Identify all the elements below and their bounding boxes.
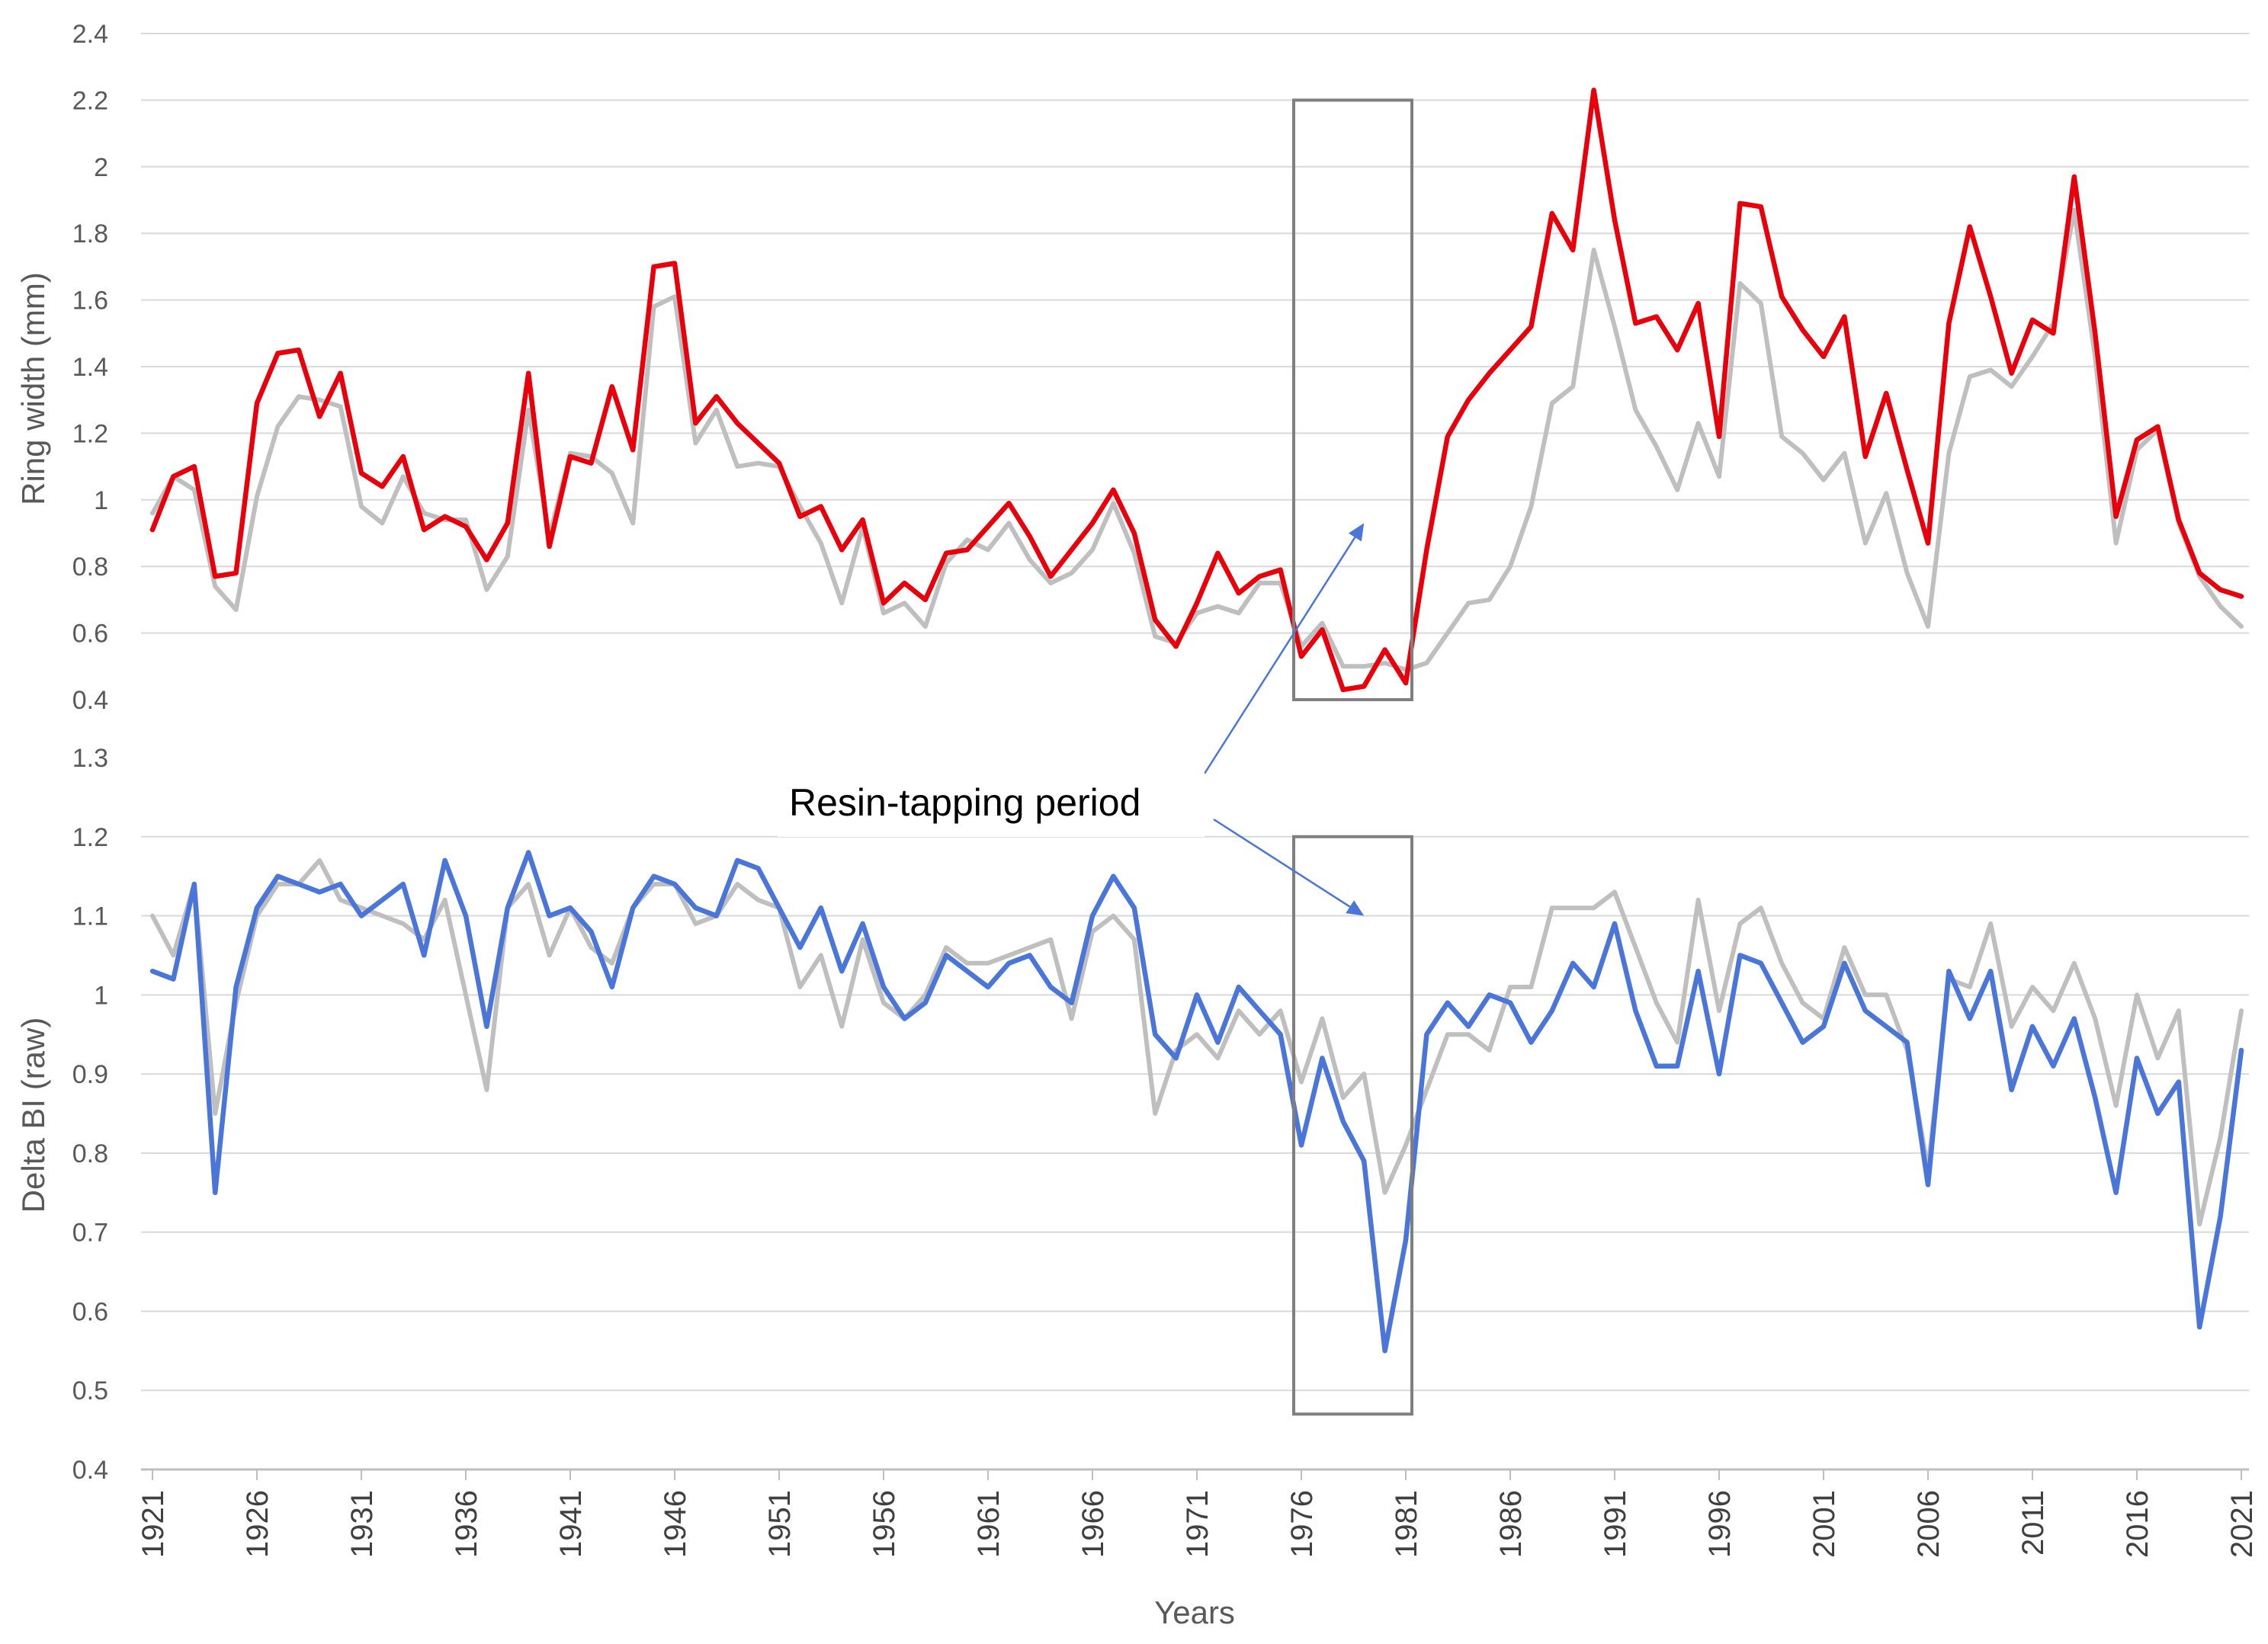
x-tick-label: 1921 [136,1490,170,1558]
ring-width-red-line [149,88,2244,693]
top-panel-gridlines [141,33,2249,634]
x-tick-label: 1991 [1599,1490,1632,1558]
x-tick-label: 1946 [659,1490,692,1558]
x-tick-label: 1951 [763,1490,797,1558]
top-panel-y-axis-title: Ring width (mm) [15,272,51,505]
resin-tapping-arrow-bottom [1213,818,1351,908]
resin-tapping-box-bottom [1292,835,1413,1416]
bottom-panel-y-axis-title: Delta BI (raw) [15,1017,51,1213]
x-tick-label: 2001 [1808,1490,1841,1558]
top-y-tick-label: 1.6 [72,287,108,316]
x-tick-label: 1931 [345,1490,379,1558]
bottom-y-tick-label: 1.1 [72,902,108,931]
top-y-tick-label: 0.4 [72,686,108,715]
resin-tapping-arrowhead-bottom [1346,900,1365,916]
x-tick-label: 1936 [450,1490,483,1558]
resin-tapping-arrow-top [1203,537,1356,774]
resin-tapping-arrowhead-top [1348,523,1365,542]
x-axis-title: Years [1154,1594,1235,1630]
top-y-tick-label: 0.6 [72,620,108,649]
bottom-y-tick-label: 1.2 [72,823,108,852]
series-layer [149,88,2244,1354]
x-tick-label: 1961 [972,1490,1006,1558]
x-tick-label: 1966 [1076,1490,1110,1558]
x-tick-label: 1976 [1285,1490,1319,1558]
top-y-tick-label: 0.8 [72,553,108,582]
annotation-label: Resin-tapping period [789,781,1140,824]
x-tick-label: 2016 [2121,1490,2154,1558]
top-panel-y-ticks: 0.4 0.6 0.8 1 1.2 1.4 1.6 1.8 2 2.2 2.4 [72,20,108,715]
top-y-tick-label: 2.2 [72,86,108,115]
top-y-tick-label: 1 [94,486,108,515]
bottom-y-tick-label: 0.4 [72,1456,108,1485]
bottom-y-tick-label: 1 [94,981,108,1010]
x-tick-label: 1971 [1181,1490,1214,1558]
top-y-tick-label: 2.4 [72,20,108,49]
bottom-panel-y-ticks: 0.4 0.5 0.6 0.7 0.8 0.9 1 1.1 1.2 1.3 [72,744,108,1485]
x-tick-label: 1981 [1390,1490,1423,1558]
bottom-y-tick-label: 0.8 [72,1139,108,1168]
x-tick-label: 2006 [1912,1490,1946,1558]
top-y-tick-label: 2 [94,153,108,182]
annotation-label-background [778,768,1205,837]
bottom-y-tick-label: 1.3 [72,744,108,773]
delta-bi-blue-line [149,850,2244,1354]
x-tick-label: 1996 [1703,1490,1737,1558]
x-tick-label: 1926 [241,1490,274,1558]
x-tick-label: 1986 [1494,1490,1528,1558]
x-axis-ticks: 1921 1926 1931 1936 1941 1946 1951 1956 1961 1966… [136,1469,2259,1558]
x-tick-label: 2011 [2016,1490,2050,1556]
bottom-y-tick-label: 0.6 [72,1297,108,1326]
top-y-tick-label: 1.4 [72,353,108,382]
delta-bi-grey-line [150,857,2244,1227]
bottom-y-tick-label: 0.9 [72,1060,108,1089]
bottom-y-tick-label: 0.7 [72,1219,108,1248]
x-tick-label: 1941 [554,1490,588,1558]
bottom-y-tick-label: 0.5 [72,1376,108,1405]
resin-tapping-annotation: Resin-tapping period [778,98,1413,1416]
top-y-tick-label: 1.8 [72,220,108,248]
x-tick-label: 1956 [868,1490,901,1558]
ring-width-grey-line [150,207,2244,672]
top-y-tick-label: 1.2 [72,419,108,448]
x-tick-label: 2021 [2225,1490,2259,1558]
resin-tapping-box-top [1292,98,1413,701]
